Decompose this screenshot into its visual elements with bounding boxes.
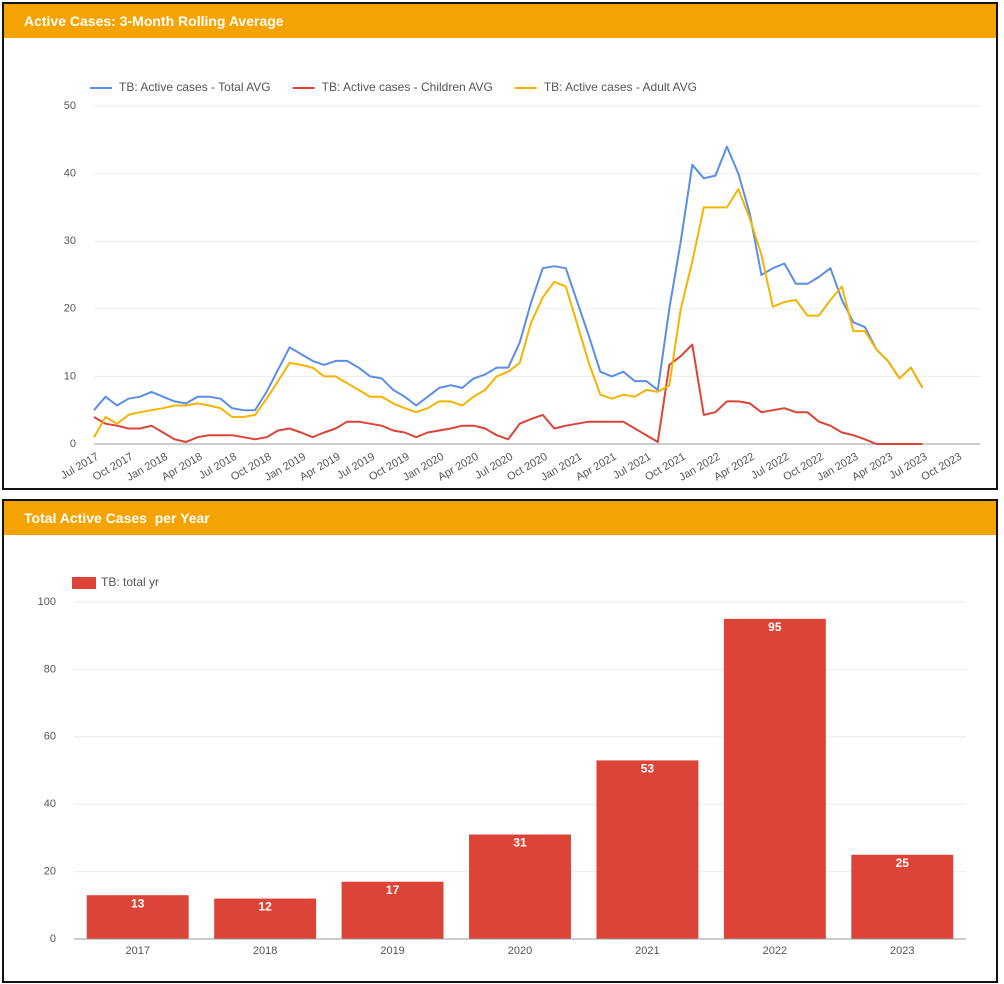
data-label: 95	[768, 620, 782, 634]
x-tick-label: 2023	[890, 945, 914, 957]
x-tick-label: 2020	[508, 945, 532, 957]
x-tick-label: 2021	[635, 945, 659, 957]
bar-panel: Total Active Cases per Year 0 20 40 60 80 100…	[2, 499, 998, 983]
bar-chart: 0 20 40 60 80 100 TB: total yr 2017 2018 2019 2020…	[38, 575, 966, 957]
bar	[86, 895, 189, 939]
bar	[214, 898, 317, 939]
y-tick-label: 20	[44, 866, 56, 878]
data-label: 12	[258, 900, 272, 914]
y-tick-label: 40	[44, 798, 56, 810]
bar	[596, 760, 699, 939]
data-label: 25	[896, 856, 910, 870]
y-tick-label: 40	[64, 168, 76, 180]
series-line	[93, 145, 924, 412]
x-tick-label: 2018	[253, 945, 277, 957]
data-label: 53	[641, 762, 655, 776]
y-tick-label: 30	[64, 235, 76, 247]
legend-label: TB: Active cases - Total AVG	[119, 80, 271, 94]
data-label: 13	[131, 896, 145, 910]
bar	[341, 881, 444, 939]
x-tick-label: 2022	[763, 945, 787, 957]
line-panel: Active Cases: 3-Month Rolling Average 0 1…	[2, 2, 998, 490]
panel-title: Active Cases: 3-Month Rolling Average	[4, 4, 996, 38]
data-label: 17	[386, 883, 400, 897]
x-tick-label: 2019	[380, 945, 404, 957]
legend-label: TB: Active cases - Children AVG	[322, 80, 493, 94]
series-line	[93, 343, 923, 445]
x-tick-label: 2017	[125, 945, 149, 957]
y-tick-label: 80	[44, 663, 56, 675]
data-label: 31	[513, 836, 527, 850]
series-line	[93, 188, 924, 438]
y-tick-label: 50	[64, 100, 76, 112]
panel-title: Total Active Cases per Year	[4, 501, 996, 535]
bar	[851, 854, 954, 939]
y-tick-label: 20	[64, 303, 76, 315]
bar	[469, 834, 571, 939]
y-tick-label: 0	[50, 933, 56, 945]
legend-swatch	[72, 577, 96, 589]
legend-label: TB: total yr	[101, 575, 159, 589]
y-tick-label: 10	[64, 370, 76, 382]
y-tick-label: 0	[70, 438, 76, 450]
y-tick-label: 60	[44, 731, 56, 743]
legend-label: TB: Active cases - Adult AVG	[544, 80, 697, 94]
y-tick-label: 100	[38, 596, 56, 608]
bar	[723, 618, 826, 939]
